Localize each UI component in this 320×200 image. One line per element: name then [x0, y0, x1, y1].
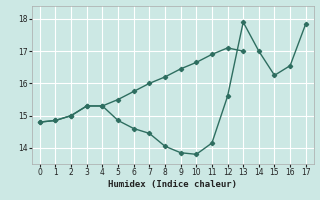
X-axis label: Humidex (Indice chaleur): Humidex (Indice chaleur) — [108, 180, 237, 189]
